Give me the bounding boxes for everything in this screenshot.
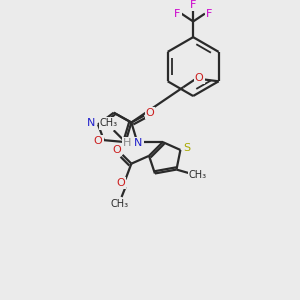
Text: O: O [146,108,154,118]
Text: F: F [206,9,212,19]
Text: H: H [123,138,132,148]
Text: F: F [174,9,181,19]
Text: CH₃: CH₃ [110,199,129,209]
Text: CH₃: CH₃ [100,118,118,128]
Text: O: O [195,73,203,83]
Text: F: F [190,0,196,10]
Text: O: O [116,178,125,188]
Text: CH₃: CH₃ [189,170,207,180]
Text: N: N [134,138,142,148]
Text: O: O [112,145,121,155]
Text: S: S [184,143,191,153]
Text: N: N [87,118,95,128]
Text: O: O [94,136,102,146]
